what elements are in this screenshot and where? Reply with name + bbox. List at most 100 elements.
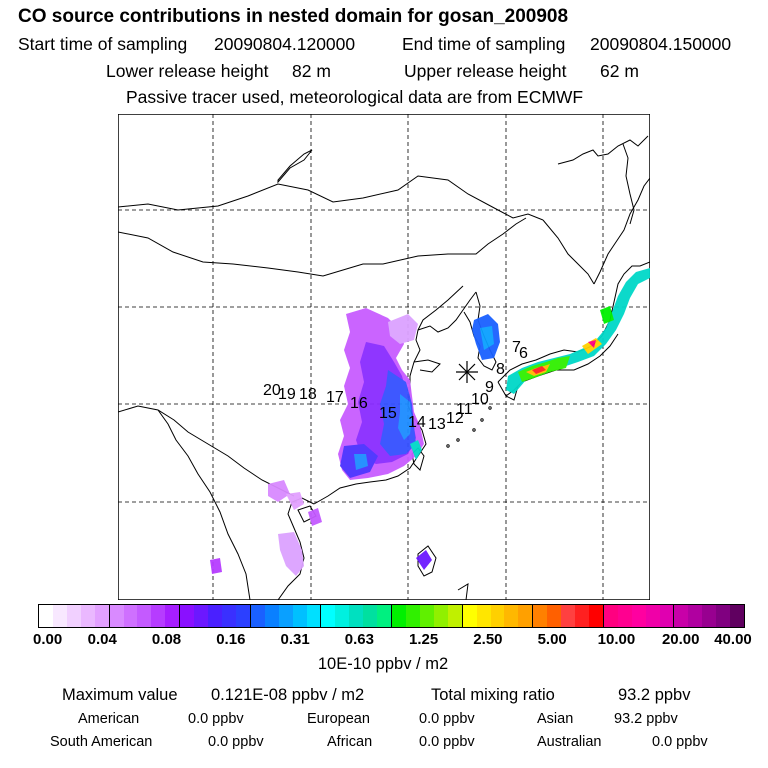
color-scale-tick-label: 5.00 xyxy=(537,631,567,648)
color-scale-segment xyxy=(94,605,110,627)
color-scale-tick-label: 40.00 xyxy=(714,631,752,648)
color-scale-segment xyxy=(462,605,477,627)
color-scale-segment xyxy=(518,605,534,627)
tracer-note: Passive tracer used, meteorological data… xyxy=(126,87,584,107)
color-scale-tick-label: 2.50 xyxy=(473,631,503,648)
region-name-south-american: South American xyxy=(50,734,153,750)
color-scale-segment xyxy=(504,605,519,627)
start-time-value: 20090804.120000 xyxy=(214,34,356,54)
region-value-south-american: 0.0 ppbv xyxy=(208,734,264,750)
region-name-african: African xyxy=(327,734,373,750)
color-scale-segment xyxy=(194,605,209,627)
color-scale-tick-label: 1.25 xyxy=(409,631,439,648)
color-scale-segment xyxy=(321,605,336,627)
region-value-australian: 0.0 ppbv xyxy=(652,734,708,750)
start-time-label: Start time of sampling xyxy=(18,34,188,54)
color-scale-segment xyxy=(392,605,406,627)
end-time-label: End time of sampling xyxy=(402,34,566,54)
color-scale-segment xyxy=(419,605,434,627)
color-scale-segment xyxy=(603,605,618,627)
color-scale-segment xyxy=(109,605,124,627)
color-scale-tick-label: 0.00 xyxy=(33,631,63,648)
color-scale-segment xyxy=(208,605,222,627)
trajectory-label-13: 13 xyxy=(428,416,446,433)
color-scale-segment xyxy=(335,605,350,627)
color-scale-segment xyxy=(306,605,322,627)
color-scale-segment xyxy=(349,605,364,627)
color-scale-tick-label: 0.04 xyxy=(87,631,117,648)
lower-release-label: Lower release height xyxy=(106,61,269,81)
max-value-label: Maximum value xyxy=(62,686,178,704)
trajectory-label-7: 7 xyxy=(512,339,521,356)
trajectory-label-19: 19 xyxy=(278,386,296,403)
color-scale-segment xyxy=(377,605,393,627)
trajectory-label-17: 17 xyxy=(326,389,344,406)
trajectory-label-14: 14 xyxy=(408,414,426,431)
color-scale-segment xyxy=(716,605,731,627)
release-point-marker xyxy=(456,361,478,383)
color-scale-segment xyxy=(52,605,67,627)
trajectory-label-9: 9 xyxy=(485,379,494,396)
color-scale-unit: 10E-10 ppbv / m2 xyxy=(317,655,449,673)
trajectory-label-12: 12 xyxy=(446,410,464,427)
color-scale-tick-label: 0.16 xyxy=(216,631,246,648)
color-scale-tick-label: 0.31 xyxy=(280,631,310,648)
color-scale-segment xyxy=(278,605,293,627)
trajectory-label-16: 16 xyxy=(350,395,368,412)
color-scale-segment xyxy=(702,605,717,627)
color-scale-tick-label: 0.08 xyxy=(151,631,182,648)
color-scale-segment xyxy=(221,605,236,627)
color-scale-segment xyxy=(264,605,279,627)
color-scale-tick-label: 0.63 xyxy=(344,631,374,648)
region-value-european: 0.0 ppbv xyxy=(419,711,475,727)
color-scale-segment xyxy=(588,605,604,627)
color-scale-segment xyxy=(66,605,81,627)
color-scale-segment xyxy=(39,605,53,627)
color-scale-tick-label: 10.00 xyxy=(597,631,636,648)
color-scale-segment xyxy=(235,605,251,627)
trajectory-label-18: 18 xyxy=(299,386,317,403)
color-scale-segment xyxy=(250,605,265,627)
region-name-australian: Australian xyxy=(537,734,602,750)
color-scale-segment xyxy=(617,605,632,627)
trajectory-label-6: 6 xyxy=(519,345,528,362)
color-scale-segment xyxy=(433,605,448,627)
trajectory-labels: 20 19 18 17 16 15 14 13 12 11 10 9 8 7 6 xyxy=(263,339,528,433)
trajectory-label-8: 8 xyxy=(496,361,505,378)
end-time-value: 20090804.150000 xyxy=(590,34,732,54)
lower-release-value: 82 m xyxy=(292,61,331,81)
color-scale-segment xyxy=(533,605,548,627)
trajectory-label-11: 11 xyxy=(456,401,473,418)
color-scale-segment xyxy=(631,605,646,627)
plot-title: CO source contributions in nested domain… xyxy=(18,6,569,27)
trajectory-label-15: 15 xyxy=(379,405,397,422)
total-mixing-value: 93.2 ppbv xyxy=(618,686,691,704)
color-scale-segment xyxy=(645,605,660,627)
trajectory-label-10: 10 xyxy=(471,391,489,408)
color-scale-tick-label: 20.00 xyxy=(661,631,700,648)
color-scale-segment xyxy=(575,605,589,627)
max-value: 0.121E-08 ppbv / m2 xyxy=(211,686,365,704)
color-scale-segment xyxy=(137,605,152,627)
source-contribution-map: 20 19 18 17 16 15 14 13 12 11 10 9 8 7 6 xyxy=(118,114,650,600)
concentration-field xyxy=(210,268,650,576)
region-name-asian: Asian xyxy=(537,711,574,727)
color-scale-segment xyxy=(151,605,166,627)
region-value-african: 0.0 ppbv xyxy=(419,734,475,750)
color-scale-segment xyxy=(405,605,420,627)
color-scale-bar xyxy=(38,604,745,628)
region-value-asian: 93.2 ppbv xyxy=(614,711,678,727)
color-scale-segment xyxy=(123,605,138,627)
color-scale-segment xyxy=(730,605,745,627)
color-scale-segment xyxy=(80,605,95,627)
upper-release-value: 62 m xyxy=(600,61,639,81)
color-scale-segment xyxy=(688,605,703,627)
trajectory-label-20: 20 xyxy=(263,382,281,399)
color-scale-segment xyxy=(292,605,307,627)
color-scale-segment xyxy=(447,605,463,627)
color-scale-segment xyxy=(476,605,491,627)
upper-release-label: Upper release height xyxy=(404,61,567,81)
color-scale-segment xyxy=(547,605,562,627)
region-value-american: 0.0 ppbv xyxy=(188,711,244,727)
total-mixing-label: Total mixing ratio xyxy=(431,686,555,704)
